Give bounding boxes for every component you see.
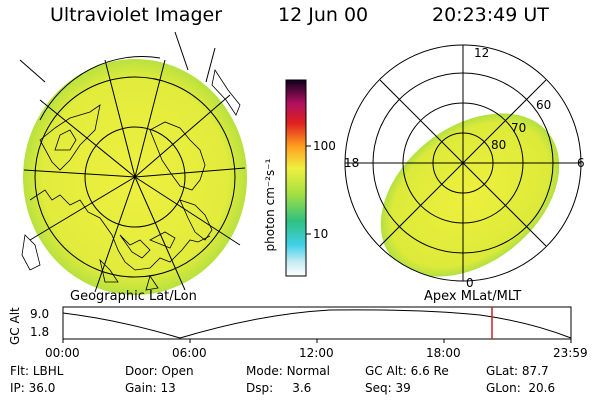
timeline-x-tick: 06:00 xyxy=(172,346,207,360)
timeline-plot xyxy=(62,306,572,343)
apex-polar-plot xyxy=(344,44,582,282)
coastlines xyxy=(21,68,241,291)
aurora-oval-apex xyxy=(380,113,560,277)
info-dsp: Dsp: 3.6 xyxy=(246,381,312,395)
info-gain: Gain: 13 xyxy=(125,381,176,395)
timeline-x-tick: 23:59 xyxy=(553,346,588,360)
timeline-x-tick: 12:00 xyxy=(299,346,334,360)
timeline-frame xyxy=(62,306,572,340)
info-glat: GLat: 87.7 xyxy=(486,364,549,378)
mlt-label-left: 18 xyxy=(344,156,360,170)
observation-time: 20:23:49 UT xyxy=(432,4,549,26)
timeline-ticks xyxy=(62,339,572,343)
timeline-y-tick: 1.8 xyxy=(30,325,50,339)
lat-circle xyxy=(39,56,161,121)
timeline-x-tick: 18:00 xyxy=(426,346,461,360)
info-flt: Flt: LBHL xyxy=(10,364,64,378)
lat-label: 60 xyxy=(536,98,552,112)
colorbar xyxy=(285,79,311,277)
lat-label: 80 xyxy=(491,138,507,152)
colorbar-scale xyxy=(285,79,307,277)
info-seq: Seq: 39 xyxy=(365,381,411,395)
lat-label: 70 xyxy=(511,121,527,135)
mlt-diagonal xyxy=(379,79,547,247)
lat-circle xyxy=(34,76,236,278)
mlt-label-right: 6 xyxy=(577,156,585,170)
meridians xyxy=(19,31,246,293)
lat-circle xyxy=(84,126,186,228)
apex-caption: Apex MLat/MLT xyxy=(424,289,522,304)
info-door: Door: Open xyxy=(125,364,194,378)
mlt-label-top: 12 xyxy=(474,46,490,60)
geographic-map xyxy=(19,31,247,295)
observation-date: 12 Jun 00 xyxy=(278,4,369,26)
timeline-y-label: GC Alt xyxy=(8,307,22,345)
colorbar-unit-label: photon cm⁻²s⁻¹ xyxy=(263,158,277,252)
info-mode: Mode: Normal xyxy=(246,364,330,378)
info-glon: GLon: 20.6 xyxy=(486,381,556,395)
orbit-altitude-curve xyxy=(62,309,572,339)
info-gcalt: GC Alt: 6.6 Re xyxy=(365,364,449,378)
colorbar-tick-label: 100 xyxy=(313,139,336,153)
instrument-title: Ultraviolet Imager xyxy=(50,4,223,26)
timeline-x-tick: 00:00 xyxy=(45,346,80,360)
geographic-caption: Geographic Lat/Lon xyxy=(70,289,197,304)
mlt-label-bottom: 0 xyxy=(466,276,474,290)
colorbar-tick-label: 10 xyxy=(313,227,329,241)
info-ip: IP: 36.0 xyxy=(10,381,56,395)
timeline-y-tick: 9.0 xyxy=(30,307,50,321)
